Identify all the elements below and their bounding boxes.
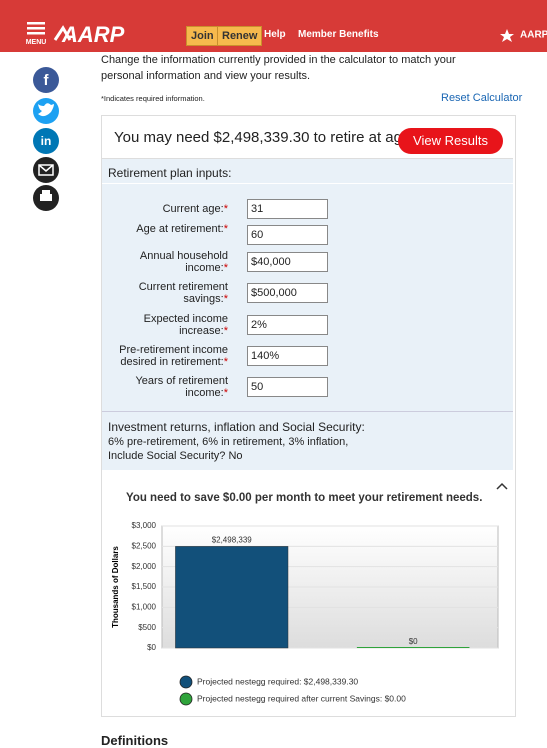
required-mark: * — [223, 262, 228, 274]
logo[interactable]: AARP — [61, 22, 125, 47]
input-field[interactable]: 60 — [247, 225, 328, 245]
help-link[interactable]: Help — [264, 29, 286, 40]
value-label: $2,498,339 — [212, 536, 253, 545]
y-tick-label: $2,500 — [132, 541, 157, 550]
y-tick-label: $1,000 — [132, 602, 157, 611]
label-text: Pre-retirement income desired in retirem… — [119, 344, 228, 368]
facebook-glyph: f — [44, 72, 50, 89]
twitter-glyph — [38, 103, 54, 117]
input-label: Age at retirement:* — [88, 223, 228, 235]
input-field[interactable]: 31 — [247, 199, 328, 219]
menu-icon — [27, 22, 45, 35]
inputs-title: Retirement plan inputs: — [108, 166, 232, 180]
required-mark: * — [223, 356, 228, 368]
input-field[interactable]: 2% — [247, 315, 328, 335]
print-paper — [42, 190, 50, 194]
benefits-link[interactable]: Member Benefits — [298, 29, 379, 40]
bar — [356, 647, 470, 648]
value-label: $0 — [409, 637, 418, 646]
label-text: Current retirement savings: — [138, 281, 228, 305]
investment-section — [102, 411, 513, 470]
investment-line: 6% pre-retirement, 6% in retirement, 3% … — [108, 436, 349, 448]
y-tick-label: $3,000 — [132, 521, 157, 530]
linkedin-icon[interactable] — [33, 128, 59, 154]
input-field[interactable]: 140% — [247, 346, 328, 366]
y-axis-label: Thousands of Dollars — [111, 546, 120, 628]
mail-icon[interactable] — [33, 157, 59, 183]
input-label: Pre-retirement income desired in retirem… — [110, 344, 228, 368]
required-mark: * — [223, 325, 228, 337]
legend-label: Projected nestegg required: $2,498,339.3… — [197, 676, 358, 686]
chevron[interactable] — [496, 482, 508, 490]
required-note: *Indicates required information. — [101, 94, 205, 103]
investment-title: Investment returns, inflation and Social… — [108, 420, 365, 434]
bar — [175, 546, 289, 649]
label-text: Years of retirement income: — [135, 375, 228, 399]
header — [0, 0, 547, 52]
input-label: Annual household income:* — [132, 250, 228, 274]
legend-swatch — [179, 692, 193, 706]
label-text: Annual household income: — [139, 250, 228, 274]
y-tick-label: $500 — [138, 623, 156, 632]
label-text: Current age: — [162, 203, 224, 215]
input-label: Expected income increase:* — [140, 313, 228, 337]
star-icon — [500, 29, 514, 42]
chart-title: You need to save $0.00 per month to meet… — [126, 492, 483, 504]
label-text: Age at retirement: — [136, 223, 224, 235]
investment-line: Include Social Security? No — [108, 450, 243, 462]
definitions: Definitions — [101, 733, 169, 748]
menu-label: MENU — [26, 39, 47, 46]
header-right[interactable]: AARP — [520, 30, 547, 41]
renew-button[interactable]: Renew — [217, 26, 263, 46]
y-tick-label: $2,000 — [132, 562, 157, 571]
input-field[interactable]: 50 — [247, 377, 328, 397]
required-mark: * — [223, 203, 228, 215]
input-field[interactable]: $500,000 — [247, 283, 328, 303]
logo-mark — [53, 25, 72, 41]
input-label: Current retirement savings:* — [130, 281, 228, 305]
y-tick-label: $1,500 — [132, 582, 157, 591]
mail-glyph — [38, 164, 54, 176]
label-text: Expected income increase: — [143, 313, 228, 337]
required-mark: * — [223, 223, 228, 235]
divider — [102, 183, 513, 184]
input-label: Current age:* — [88, 203, 228, 215]
intro: Change the information currently provide… — [101, 54, 456, 82]
calculator-panel — [101, 115, 516, 717]
join-button[interactable]: Join — [186, 26, 219, 46]
required-mark: * — [223, 387, 228, 399]
y-tick-label: $0 — [147, 643, 156, 652]
input-field[interactable]: $40,000 — [247, 252, 328, 272]
mail-flap — [38, 164, 54, 172]
print-glyph — [40, 194, 52, 201]
legend-swatch — [179, 675, 193, 689]
summary: You may need $2,498,339.30 to retire at … — [114, 129, 432, 146]
legend-label: Projected nestegg required after current… — [197, 693, 406, 703]
view-results-button[interactable]: View Results — [398, 128, 503, 154]
linkedin-glyph: in — [41, 134, 52, 148]
facebook-icon[interactable] — [33, 67, 59, 93]
required-mark: * — [223, 293, 228, 305]
input-label: Years of retirement income:* — [124, 375, 228, 399]
reset-link[interactable]: Reset Calculator — [441, 92, 523, 104]
